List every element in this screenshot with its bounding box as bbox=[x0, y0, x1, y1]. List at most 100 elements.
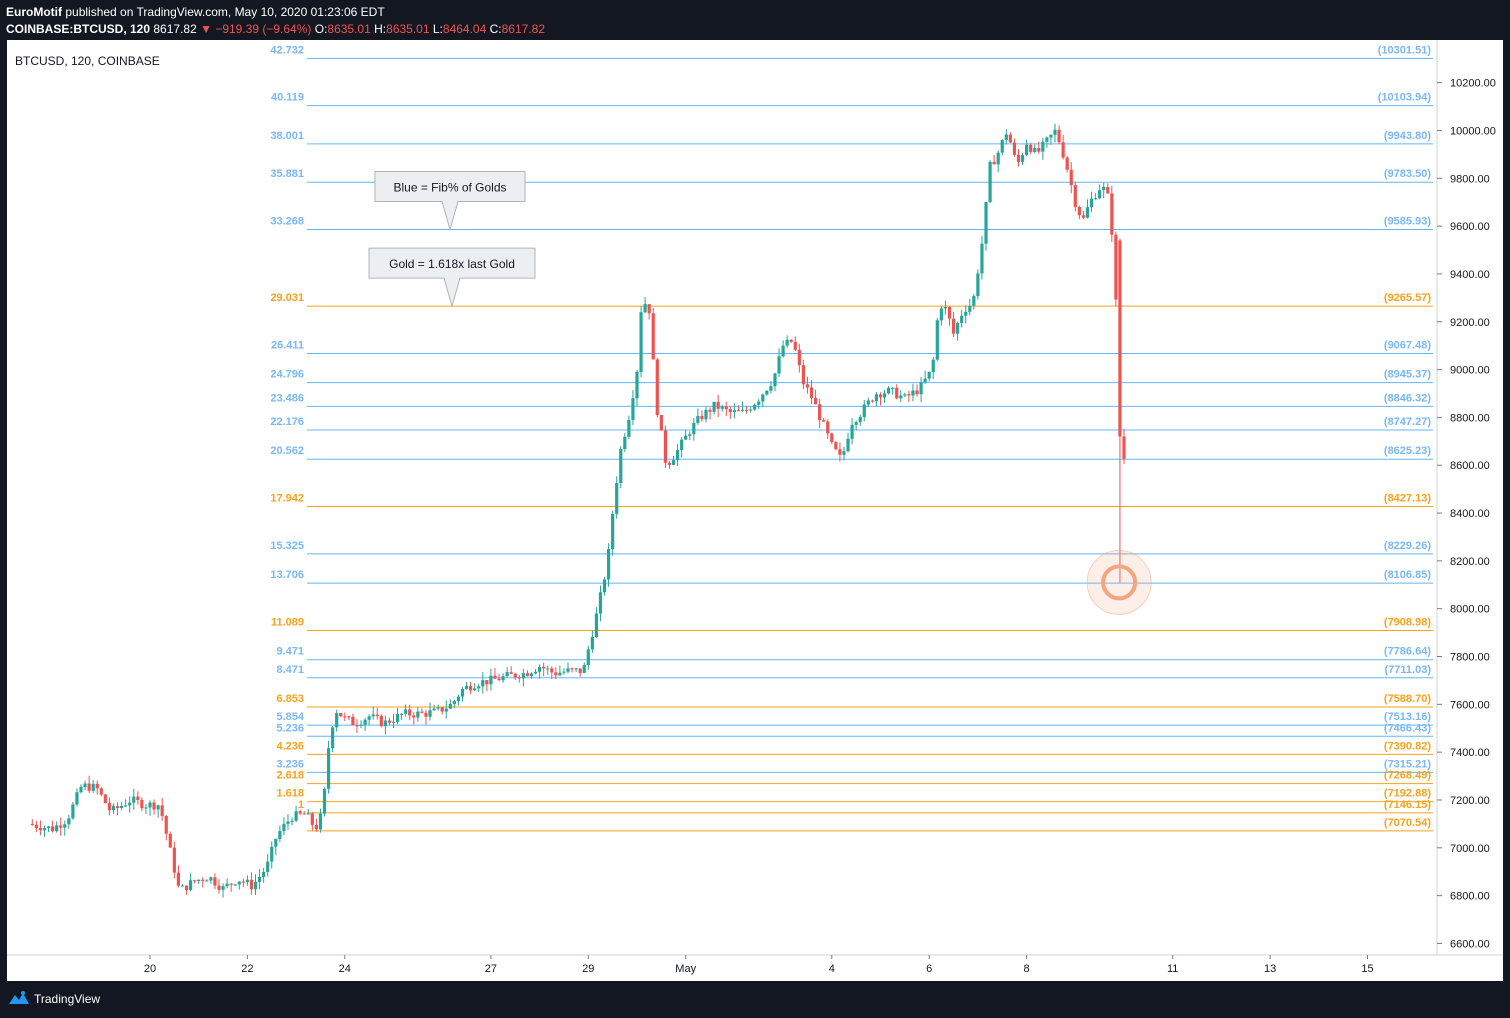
candle-body bbox=[878, 394, 883, 398]
candle-body bbox=[899, 395, 903, 399]
fib-ratio-label: 6.853 bbox=[276, 693, 304, 705]
fib-ratio-label: 38.001 bbox=[270, 130, 304, 142]
price-tick-label: 9800.00 bbox=[1450, 173, 1490, 185]
fib-ratio-label: 15.325 bbox=[270, 540, 304, 552]
candle-body bbox=[257, 876, 262, 882]
callout-box: Blue = Fib% of Golds bbox=[374, 170, 526, 232]
candle-body bbox=[862, 404, 866, 418]
tradingview-logo-icon[interactable] bbox=[8, 990, 30, 1006]
candle-body bbox=[712, 401, 716, 412]
fib-ratio-label: 2.618 bbox=[276, 770, 304, 782]
candle-body bbox=[602, 579, 607, 593]
fib-price-label: (8427.13) bbox=[1384, 493, 1431, 505]
fib-price-label: (7711.03) bbox=[1385, 664, 1432, 676]
candle-body bbox=[667, 462, 672, 465]
symbol-name: COINBASE:BTCUSD, 120 bbox=[6, 22, 151, 36]
time-tick-label: 13 bbox=[1264, 963, 1276, 975]
candle-body bbox=[521, 673, 525, 679]
chart-area[interactable]: 6600.00 6800.00 7000.00 7200.00 7400.00 7600.… bbox=[7, 40, 1503, 981]
fib-ratio-label: 4.236 bbox=[276, 740, 304, 752]
candle-body bbox=[363, 719, 367, 725]
candle-body bbox=[95, 783, 99, 789]
candle-body bbox=[972, 296, 976, 306]
candle-body bbox=[785, 339, 789, 346]
price-tick-label: 6800.00 bbox=[1450, 891, 1490, 903]
candle-body bbox=[193, 880, 197, 882]
candle-body bbox=[988, 161, 992, 203]
candle-body bbox=[1085, 207, 1090, 218]
candle-body bbox=[132, 796, 136, 803]
candle-body bbox=[343, 716, 347, 718]
candle-body bbox=[887, 387, 891, 394]
candle-body bbox=[485, 680, 489, 685]
candle-body bbox=[314, 824, 318, 830]
candle-body bbox=[631, 398, 635, 420]
candle-body bbox=[339, 713, 343, 717]
candle-body bbox=[801, 365, 805, 385]
price-tick-label: 7800.00 bbox=[1450, 652, 1490, 664]
candle-body bbox=[1000, 139, 1004, 153]
candle-body bbox=[298, 811, 302, 814]
candle-body bbox=[75, 792, 79, 805]
candle-body bbox=[387, 720, 392, 723]
price-tick-label: 7000.00 bbox=[1450, 843, 1490, 855]
fib-price-label: (7268.49) bbox=[1384, 770, 1431, 782]
fib-ratio-label: 20.562 bbox=[270, 445, 304, 457]
tradingview-brand[interactable]: TradingView bbox=[34, 992, 101, 1006]
candle-body bbox=[355, 725, 359, 727]
candle-body bbox=[805, 384, 810, 388]
candle-body bbox=[1110, 193, 1114, 235]
candle-body bbox=[720, 406, 724, 409]
candle-body bbox=[456, 696, 461, 702]
fib-ratio-label: 3.236 bbox=[276, 758, 304, 770]
candle-body bbox=[416, 711, 420, 718]
candle-body bbox=[1098, 190, 1102, 199]
price-chart[interactable]: 6600.00 6800.00 7000.00 7200.00 7400.00 7600.… bbox=[7, 40, 1503, 981]
footer-bar: TradingView bbox=[0, 981, 1510, 1018]
candle-body bbox=[188, 880, 193, 891]
candle-body bbox=[680, 439, 684, 450]
candle-body bbox=[753, 404, 757, 410]
candle-body bbox=[594, 613, 599, 638]
candle-body bbox=[144, 807, 148, 809]
high-value: 8635.01 bbox=[386, 22, 430, 36]
candle-body bbox=[606, 549, 611, 580]
candle-body bbox=[1045, 137, 1049, 142]
candle-body bbox=[83, 783, 87, 788]
candle-body bbox=[119, 805, 124, 808]
fib-price-label: (7315.21) bbox=[1384, 758, 1431, 770]
candle-body bbox=[87, 783, 91, 791]
candle-body bbox=[318, 813, 323, 830]
author-name[interactable]: EuroMotif bbox=[6, 5, 62, 19]
candle-body bbox=[322, 788, 327, 814]
candle-body bbox=[383, 720, 387, 727]
fib-price-label: (10103.94) bbox=[1378, 92, 1432, 104]
candle-body bbox=[517, 677, 521, 679]
candle-body bbox=[180, 885, 185, 887]
fib-ratio-label: 5.236 bbox=[276, 722, 304, 734]
candle-body bbox=[152, 802, 156, 810]
fib-price-label: (7786.64) bbox=[1384, 646, 1431, 658]
candle-body bbox=[1041, 141, 1045, 152]
candle-body bbox=[1057, 129, 1061, 143]
candle-body bbox=[744, 409, 749, 411]
candle-body bbox=[67, 818, 71, 825]
candle-body bbox=[432, 708, 436, 711]
candle-body bbox=[623, 436, 627, 450]
candle-body bbox=[724, 406, 728, 410]
candle-body bbox=[1033, 147, 1037, 152]
candle-body bbox=[740, 409, 745, 411]
candle-body bbox=[391, 721, 396, 723]
fib-ratio-label: 8.471 bbox=[276, 664, 304, 676]
candle-body bbox=[249, 879, 254, 890]
candle-body bbox=[63, 824, 67, 828]
candle-body bbox=[172, 847, 176, 873]
fib-ratio-label: 23.486 bbox=[270, 392, 304, 404]
candle-body bbox=[842, 451, 846, 455]
price-tick-label: 10200.00 bbox=[1450, 78, 1496, 90]
candle-body bbox=[586, 649, 590, 666]
candle-body bbox=[927, 371, 931, 379]
candle-body bbox=[830, 433, 834, 443]
candle-body bbox=[51, 826, 55, 832]
candle-body bbox=[891, 387, 895, 389]
